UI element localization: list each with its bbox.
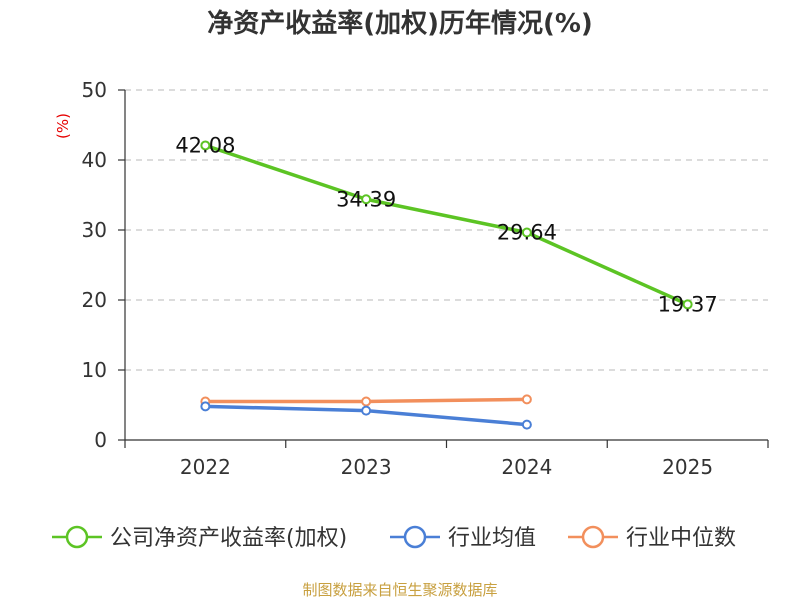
y-tick-label-30: 30 bbox=[82, 218, 107, 242]
legend-label-0: 公司净资产收益率(加权) bbox=[110, 526, 347, 551]
data-label-2025: 19.37 bbox=[658, 292, 718, 316]
data-point-s1-2022 bbox=[200, 401, 211, 412]
x-tick-label-2025: 2025 bbox=[662, 455, 713, 479]
legend-marker-2 bbox=[581, 525, 605, 549]
y-tick-label-40: 40 bbox=[82, 148, 107, 172]
source-note: 制图数据来自恒生聚源数据库 bbox=[302, 581, 497, 599]
legend-label-2: 行业中位数 bbox=[626, 526, 736, 551]
series-line-0 bbox=[204, 143, 689, 307]
chart-title: 净资产收益率(加权)历年情况(%) bbox=[207, 8, 593, 39]
data-point-s0-2024 bbox=[521, 227, 532, 238]
x-tick-label-2022: 2022 bbox=[180, 455, 231, 479]
x-tick-label-2024: 2024 bbox=[501, 455, 552, 479]
grid-lines bbox=[125, 89, 768, 371]
data-point-s2-2023 bbox=[361, 396, 372, 407]
series-layer bbox=[200, 140, 693, 430]
data-point-s1-2024 bbox=[521, 419, 532, 430]
data-point-s0-2022 bbox=[200, 140, 211, 151]
data-point-s0-2025 bbox=[682, 299, 693, 310]
legend: 公司净资产收益率(加权) 行业均值 行业中位数 bbox=[52, 525, 736, 551]
y-tick-label-20: 20 bbox=[82, 288, 107, 312]
data-label-2023: 34.39 bbox=[336, 187, 396, 211]
x-tick-label-2023: 2023 bbox=[341, 455, 392, 479]
data-labels: 42.08 34.39 29.64 19.37 bbox=[175, 133, 717, 316]
data-point-s2-2024 bbox=[521, 394, 532, 405]
data-label-2022: 42.08 bbox=[175, 133, 235, 157]
y-tick-label-50: 50 bbox=[82, 78, 107, 102]
legend-label-1: 行业均值 bbox=[448, 526, 536, 551]
legend-marker-1 bbox=[403, 525, 427, 549]
y-tick-label-0: 0 bbox=[94, 428, 107, 452]
legend-marker-0 bbox=[65, 525, 89, 549]
axes: 0 10 20 30 40 50 2022 2023 2024 2025 bbox=[82, 78, 769, 479]
y-axis-label: (%) bbox=[54, 113, 72, 139]
y-tick-label-10: 10 bbox=[82, 358, 107, 382]
data-label-2024: 29.64 bbox=[497, 221, 557, 245]
data-point-s1-2023 bbox=[361, 405, 372, 416]
data-point-s0-2023 bbox=[361, 194, 372, 205]
